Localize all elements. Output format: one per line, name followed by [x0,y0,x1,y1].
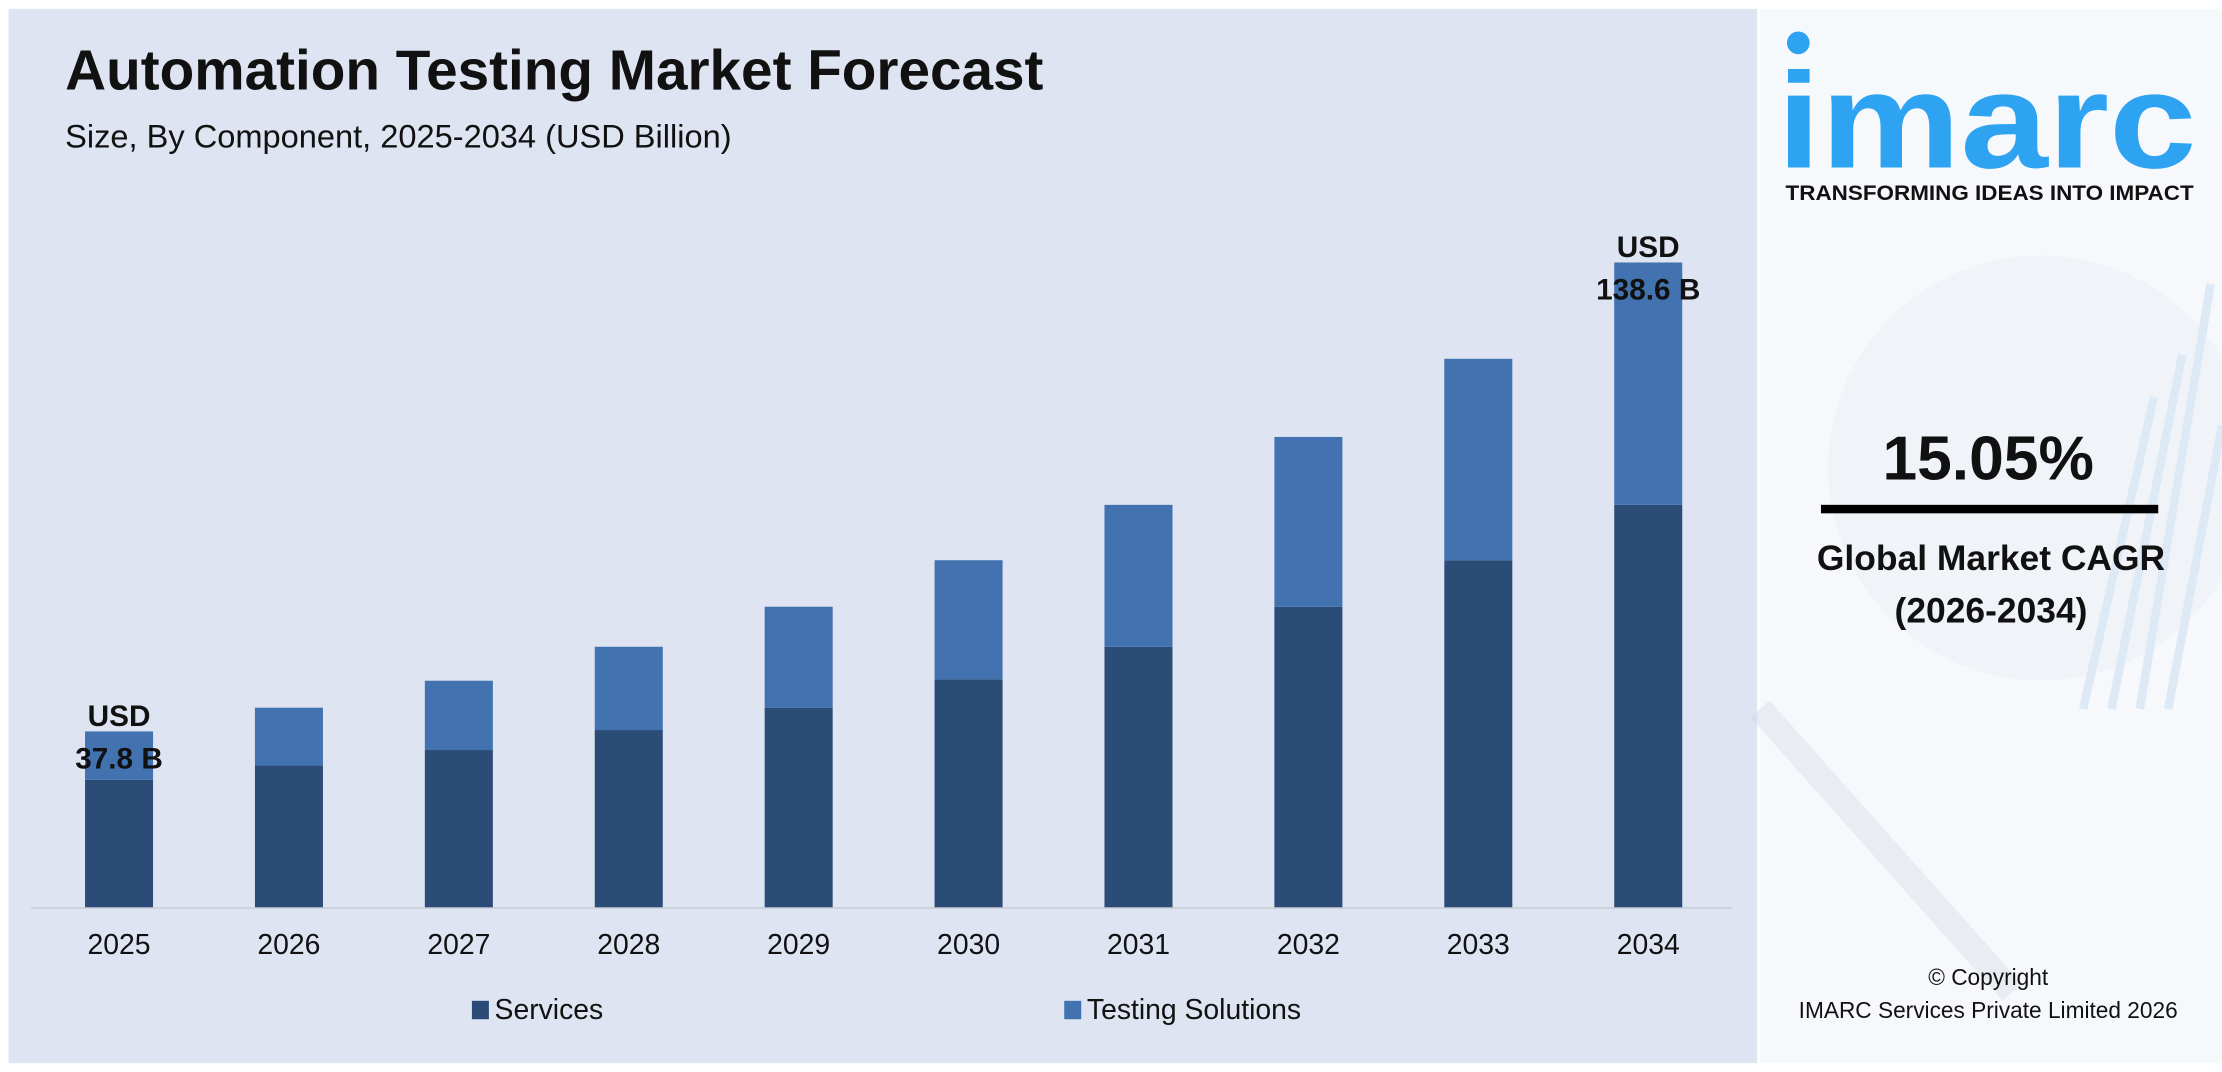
bar-segment [1444,358,1513,561]
x-tick-label: 2026 [257,929,320,961]
logo: imarc [1777,45,2196,197]
bar-segment [1614,504,1683,908]
bar-segment [1444,560,1513,908]
legend-label: Services [495,994,604,1026]
sidebar-decoration [1750,8,2222,1064]
total-label: 138.6 B [1596,273,1700,306]
bar-segment [1104,504,1173,647]
cagr-rule [1820,504,2159,514]
tagline: TRANSFORMING IDEAS INTO IMPACT [1786,181,2194,205]
bar-segment [1274,436,1343,607]
total-label: USD [1617,231,1680,264]
x-tick-label: 2030 [937,929,1000,961]
bar-segment [254,765,323,908]
bar-segment [1614,262,1683,505]
bar-segment [594,730,663,908]
cagr-value: 15.05% [1882,424,2093,493]
x-tick-label: 2034 [1617,929,1680,961]
bar-segment [85,779,154,908]
x-tick-label: 2025 [88,929,151,961]
bar-segment [424,680,493,751]
bar-segment [764,606,833,708]
bar-segment [934,560,1003,680]
x-tick-label: 2029 [767,929,830,961]
chart-subtitle: Size, By Component, 2025-2034 (USD Billi… [65,118,731,155]
bar-segment [764,707,833,908]
bar-segment [424,750,493,908]
bar-segment [594,646,663,731]
cagr-period: (2026-2034) [1895,590,2088,630]
total-label: USD [88,700,151,733]
legend-swatch [1064,1000,1082,1020]
bar-segment [1104,646,1173,908]
x-tick-label: 2028 [597,929,660,961]
bar-segment [254,707,323,766]
x-tick-label: 2031 [1107,929,1170,961]
legend-swatch [471,1000,489,1020]
copyright: IMARC Services Private Limited 2026 [1799,997,2178,1023]
cagr-label: Global Market CAGR [1817,538,2165,578]
chart-title: Automation Testing Market Forecast [65,40,1043,103]
legend-label: Testing Solutions [1087,994,1301,1026]
bar-segment [1274,606,1343,908]
total-label: 37.8 B [75,742,163,775]
x-tick-label: 2027 [427,929,490,961]
copyright: © Copyright [1928,964,2049,990]
x-tick-label: 2032 [1277,929,1340,961]
logo-dot [1786,31,1810,55]
bar-segment [934,679,1003,908]
x-tick-label: 2033 [1447,929,1510,961]
bar-segment [85,731,154,780]
